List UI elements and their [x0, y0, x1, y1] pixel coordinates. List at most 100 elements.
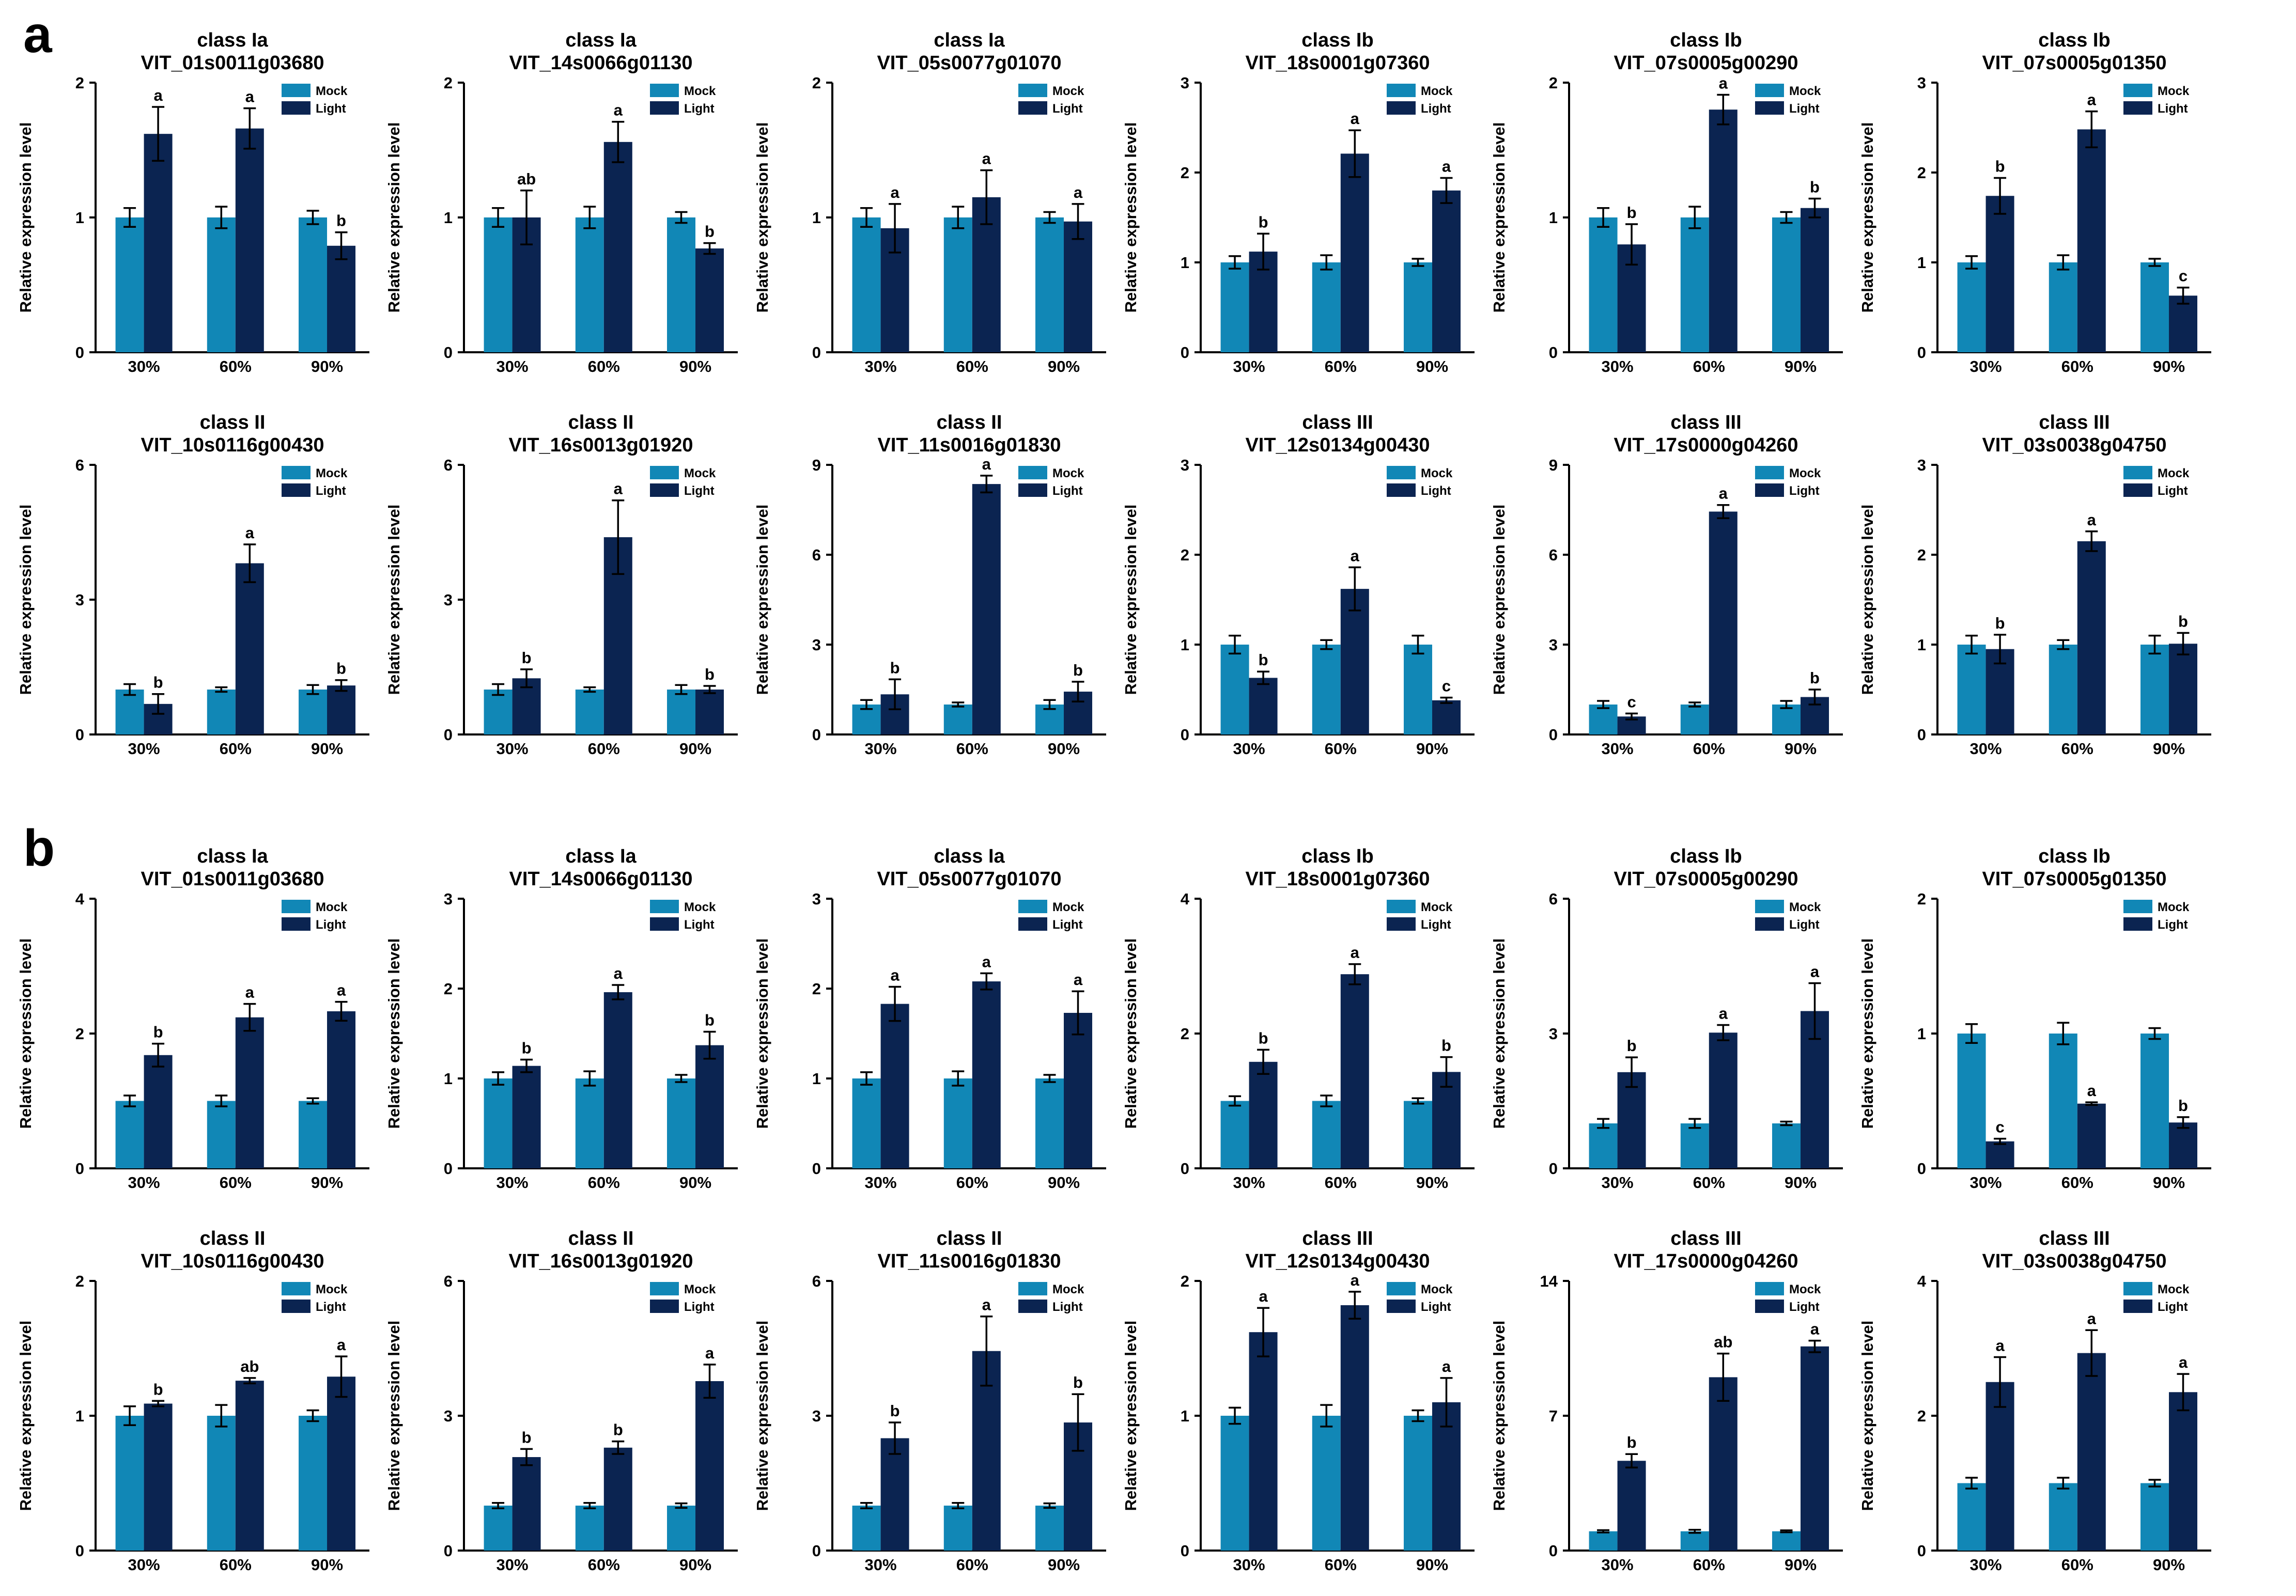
- legend-label-light: Light: [1421, 484, 1451, 498]
- significance-letter: b: [1995, 157, 2005, 175]
- significance-letter: c: [1442, 677, 1451, 695]
- chart-title-gene: VIT_03s0038g04750: [1982, 1250, 2166, 1272]
- legend-label-mock: Mock: [316, 1282, 348, 1296]
- x-tick-label: 30%: [128, 357, 160, 375]
- bar-light: [2077, 1103, 2106, 1168]
- y-tick-label: 4: [1181, 890, 1190, 908]
- significance-letter: b: [1810, 669, 1820, 687]
- y-tick-label: 1: [75, 1407, 84, 1425]
- bar-light: [603, 142, 632, 352]
- legend-swatch-mock: [650, 84, 679, 97]
- y-tick-label: 2: [1917, 546, 1926, 564]
- y-tick-label: 0: [444, 726, 453, 744]
- legend-swatch-mock: [1387, 900, 1416, 913]
- legend-swatch-light: [2123, 101, 2152, 115]
- bar-light: [880, 1004, 909, 1168]
- chart-title-class: class III: [1302, 412, 1373, 433]
- x-tick-label: 60%: [220, 740, 252, 758]
- y-tick-label: 2: [444, 980, 453, 998]
- y-tick-label: 3: [1181, 74, 1189, 92]
- y-axis-label: Relative expression level: [753, 122, 771, 313]
- y-tick-label: 0: [1181, 1542, 1189, 1560]
- y-tick-label: 3: [1917, 74, 1926, 92]
- legend-swatch-mock: [1755, 1282, 1784, 1295]
- chart-title-class: class III: [1670, 412, 1741, 433]
- significance-letter: a: [1351, 109, 1360, 128]
- significance-letter: a: [1442, 157, 1451, 175]
- significance-letter: a: [1074, 971, 1083, 989]
- x-tick-label: 90%: [311, 357, 343, 375]
- y-axis-label: Relative expression level: [753, 505, 771, 695]
- bar-mock: [2049, 1034, 2077, 1168]
- chart-title-gene: VIT_01s0011g03680: [141, 52, 324, 74]
- x-tick-label: 30%: [1233, 1556, 1265, 1574]
- y-tick-label: 2: [1917, 1407, 1926, 1425]
- x-tick-label: 30%: [128, 1173, 160, 1192]
- x-tick-label: 90%: [311, 740, 343, 758]
- legend-label-light: Light: [1789, 484, 1820, 498]
- y-axis-label: Relative expression level: [753, 1321, 771, 1511]
- bar-mock: [2140, 262, 2169, 352]
- bar-light: [1801, 1346, 1829, 1551]
- chart-title-gene: VIT_17s0000g04260: [1614, 434, 1798, 456]
- bar-light: [1064, 1012, 1093, 1168]
- y-tick-label: 0: [1917, 1542, 1926, 1560]
- legend-label-light: Light: [1789, 102, 1820, 116]
- bar-light: [235, 563, 264, 734]
- significance-letter: a: [1995, 1336, 2005, 1354]
- legend-swatch-light: [650, 1300, 679, 1313]
- bar-light: [1709, 1377, 1737, 1551]
- y-tick-label: 3: [444, 1407, 453, 1425]
- bar-light: [512, 1066, 541, 1168]
- bar-mock: [1312, 1101, 1341, 1168]
- x-tick-label: 90%: [2153, 1173, 2185, 1192]
- chart-title-gene: VIT_07s0005g01350: [1982, 868, 2166, 890]
- bar-light: [1985, 1382, 2014, 1551]
- bar-light: [1340, 974, 1369, 1168]
- bar-light: [2169, 1122, 2198, 1168]
- x-tick-label: 90%: [2153, 740, 2185, 758]
- x-tick-label: 30%: [1233, 1173, 1265, 1192]
- significance-letter: a: [245, 88, 255, 106]
- chart-title-gene: VIT_03s0038g04750: [1982, 434, 2166, 456]
- legend-label-mock: Mock: [1789, 84, 1821, 98]
- bar-mock: [667, 690, 696, 734]
- legend-label-light: Light: [316, 918, 346, 932]
- significance-letter: a: [705, 1344, 715, 1362]
- y-tick-label: 0: [1917, 343, 1926, 362]
- y-tick-label: 0: [1549, 726, 1558, 744]
- significance-letter: a: [153, 86, 163, 104]
- legend-label-mock: Mock: [1421, 900, 1453, 914]
- significance-letter: b: [1627, 204, 1637, 222]
- bar-mock: [2049, 645, 2077, 734]
- bar-mock: [1404, 1101, 1433, 1168]
- legend-swatch-light: [282, 483, 311, 497]
- x-tick-label: 60%: [956, 1173, 988, 1192]
- significance-letter: b: [153, 1380, 163, 1398]
- bar-light: [327, 1011, 356, 1168]
- y-axis-label: Relative expression level: [1858, 1321, 1876, 1511]
- bar-mock: [1035, 1506, 1064, 1551]
- y-tick-label: 6: [444, 1272, 453, 1290]
- x-tick-label: 30%: [497, 1556, 529, 1574]
- x-tick-label: 90%: [1416, 740, 1448, 758]
- y-tick-label: 3: [1181, 456, 1189, 474]
- y-tick-label: 0: [75, 726, 84, 744]
- legend-swatch-light: [1018, 483, 1047, 497]
- y-tick-label: 3: [75, 591, 84, 609]
- significance-letter: b: [1995, 614, 2005, 632]
- bar-mock: [299, 690, 328, 734]
- y-tick-label: 2: [1549, 74, 1558, 92]
- chart-title-gene: VIT_16s0013g01920: [508, 434, 693, 456]
- y-tick-label: 2: [812, 74, 821, 92]
- chart-title-gene: VIT_05s0077g01070: [877, 52, 1061, 74]
- legend-label-mock: Mock: [1052, 1282, 1084, 1296]
- significance-letter: a: [2087, 1082, 2097, 1100]
- bar-mock: [1957, 1034, 1986, 1168]
